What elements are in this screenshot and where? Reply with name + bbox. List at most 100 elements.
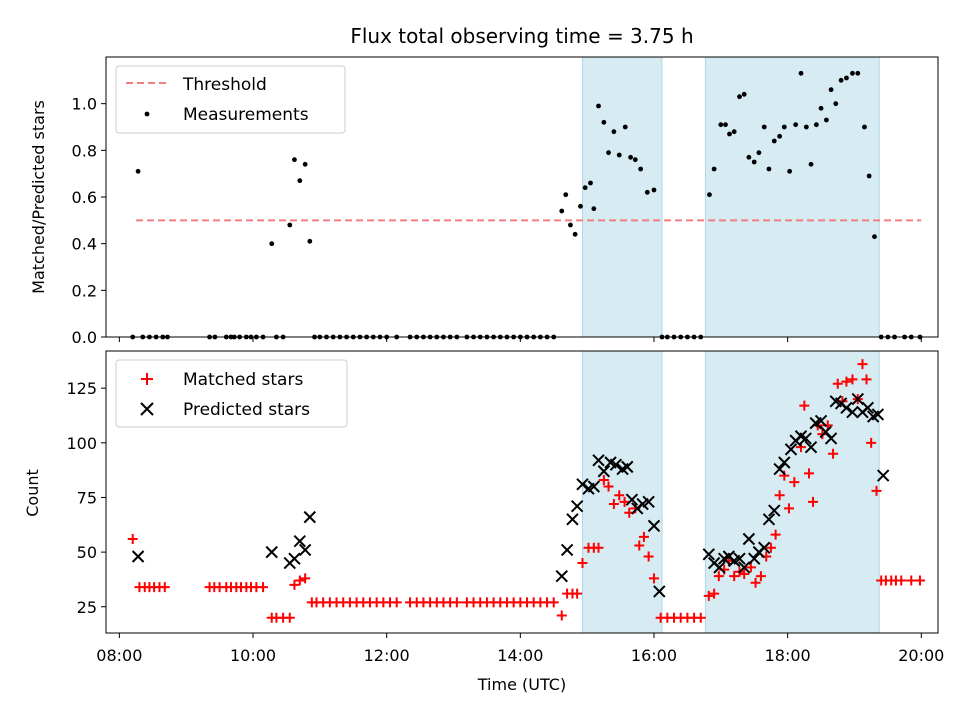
bottom-x-ticks: 08:00 10:00 12:00 14:00 16:00 18:00 20:00 <box>96 633 944 665</box>
matched-star-point <box>648 573 659 584</box>
legend-matched-swatch <box>141 373 153 385</box>
matched-star-point <box>159 582 170 593</box>
measurement-point <box>601 119 607 125</box>
measurement-point <box>798 70 804 76</box>
measurement-point <box>777 133 783 139</box>
predicted-star-point <box>814 414 828 428</box>
matched-star-point <box>755 571 766 582</box>
measurement-point <box>578 203 583 209</box>
measurement-point <box>727 131 732 137</box>
measurement-point <box>746 154 752 160</box>
predicted-star-point <box>861 401 875 415</box>
matched-star-point <box>614 490 625 501</box>
predicted-star-point <box>799 432 812 445</box>
top-y-tick-label: 0.0 <box>72 328 97 347</box>
measurement-point <box>269 241 275 247</box>
measurement-point <box>718 122 724 128</box>
measurement-point <box>781 124 787 130</box>
predicted-star-point <box>768 504 781 517</box>
matched-star-point <box>638 531 649 542</box>
measurement-point <box>793 122 799 128</box>
measurement-point <box>823 117 829 123</box>
predicted-star-point <box>653 585 666 598</box>
top-y-tick-label: 1.0 <box>72 95 97 114</box>
predicted-star-point <box>742 532 756 546</box>
matched-star-point <box>861 374 872 385</box>
predicted-star-point <box>592 454 605 467</box>
matched-star-point <box>713 571 724 582</box>
matched-star-point <box>556 610 567 621</box>
measurement-point <box>606 150 611 156</box>
bottom-y-tick-label: 100 <box>66 434 97 453</box>
measurement-point <box>737 94 742 100</box>
measurement-point <box>872 234 877 240</box>
top-y-tick-label: 0.8 <box>72 141 97 160</box>
predicted-star-point <box>131 550 145 563</box>
measurement-point <box>628 154 633 160</box>
x-tick-label: 14:00 <box>497 646 543 665</box>
matched-star-point <box>593 542 604 553</box>
measurement-point <box>616 152 622 158</box>
top-y-ticks: 0.0 0.2 0.4 0.6 0.8 1.0 <box>72 95 106 347</box>
top-legend-box <box>115 65 346 134</box>
x-axis-label: Time (UTC) <box>477 675 566 694</box>
top-panel: 0.0 0.2 0.4 0.6 0.8 1.0 Matched/Predicted sta… <box>29 56 939 347</box>
measurement-point <box>838 77 844 83</box>
legend-threshold-label: Threshold <box>182 75 267 95</box>
measurement-point <box>651 187 657 193</box>
measurement-point <box>766 166 772 172</box>
legend-measurement-swatch <box>144 111 150 117</box>
matched-star-point <box>709 588 720 599</box>
matched-star-point <box>603 481 614 492</box>
matched-star-point <box>695 612 706 623</box>
bottom-span-1 <box>704 350 880 634</box>
matched-star-point <box>745 562 756 573</box>
measurement-point <box>808 161 814 167</box>
measurement-point <box>756 150 762 156</box>
matched-star-point <box>857 359 868 370</box>
predicted-star-point <box>784 443 798 456</box>
measurement-point <box>833 101 839 107</box>
top-span-0 <box>581 56 663 338</box>
predicted-star-point <box>773 462 786 476</box>
measurement-point <box>588 180 593 186</box>
measurement-point <box>813 122 819 128</box>
predicted-star-point <box>621 460 634 474</box>
top-y-tick-label: 0.4 <box>72 235 97 254</box>
measurement-point <box>638 166 644 172</box>
top-x-ticks <box>118 337 922 342</box>
top-y-tick-label: 0.6 <box>72 188 97 207</box>
measurement-point <box>563 192 569 198</box>
matched-star-point <box>804 468 815 479</box>
matched-star-point <box>598 474 609 485</box>
measurement-point <box>591 206 597 212</box>
matched-star-point <box>871 485 882 496</box>
predicted-star-point <box>265 545 278 559</box>
matched-star-point <box>608 499 619 510</box>
measurement-point <box>828 87 834 93</box>
matched-star-point <box>866 437 877 448</box>
x-tick-label: 10:00 <box>230 646 276 665</box>
matched-star-point <box>783 503 794 514</box>
measurement-point <box>866 173 872 179</box>
measurement-point <box>596 103 601 109</box>
bottom-y-axis-label: Count <box>23 469 42 517</box>
predicted-star-point <box>560 543 574 557</box>
measurement-point <box>568 222 573 228</box>
top-legend: Threshold Measurements <box>115 65 346 134</box>
bottom-y-tick-label: 50 <box>77 543 97 562</box>
matched-star-point <box>789 477 800 488</box>
matched-star-point <box>841 376 852 387</box>
matched-star-point <box>643 551 654 562</box>
matched-star-point <box>828 448 839 459</box>
bottom-legend: Matched stars Predicted stars <box>115 359 348 428</box>
bottom-span-0 <box>581 350 663 634</box>
measurement-points <box>130 70 923 340</box>
top-y-tick-label: 0.2 <box>72 281 97 300</box>
matched-star-point <box>258 582 269 593</box>
predicted-star-point <box>778 456 791 469</box>
matched-star-point <box>572 588 583 599</box>
predicted-star-point <box>609 458 623 471</box>
predicted-star-point <box>587 480 601 493</box>
measurement-point <box>302 161 308 167</box>
